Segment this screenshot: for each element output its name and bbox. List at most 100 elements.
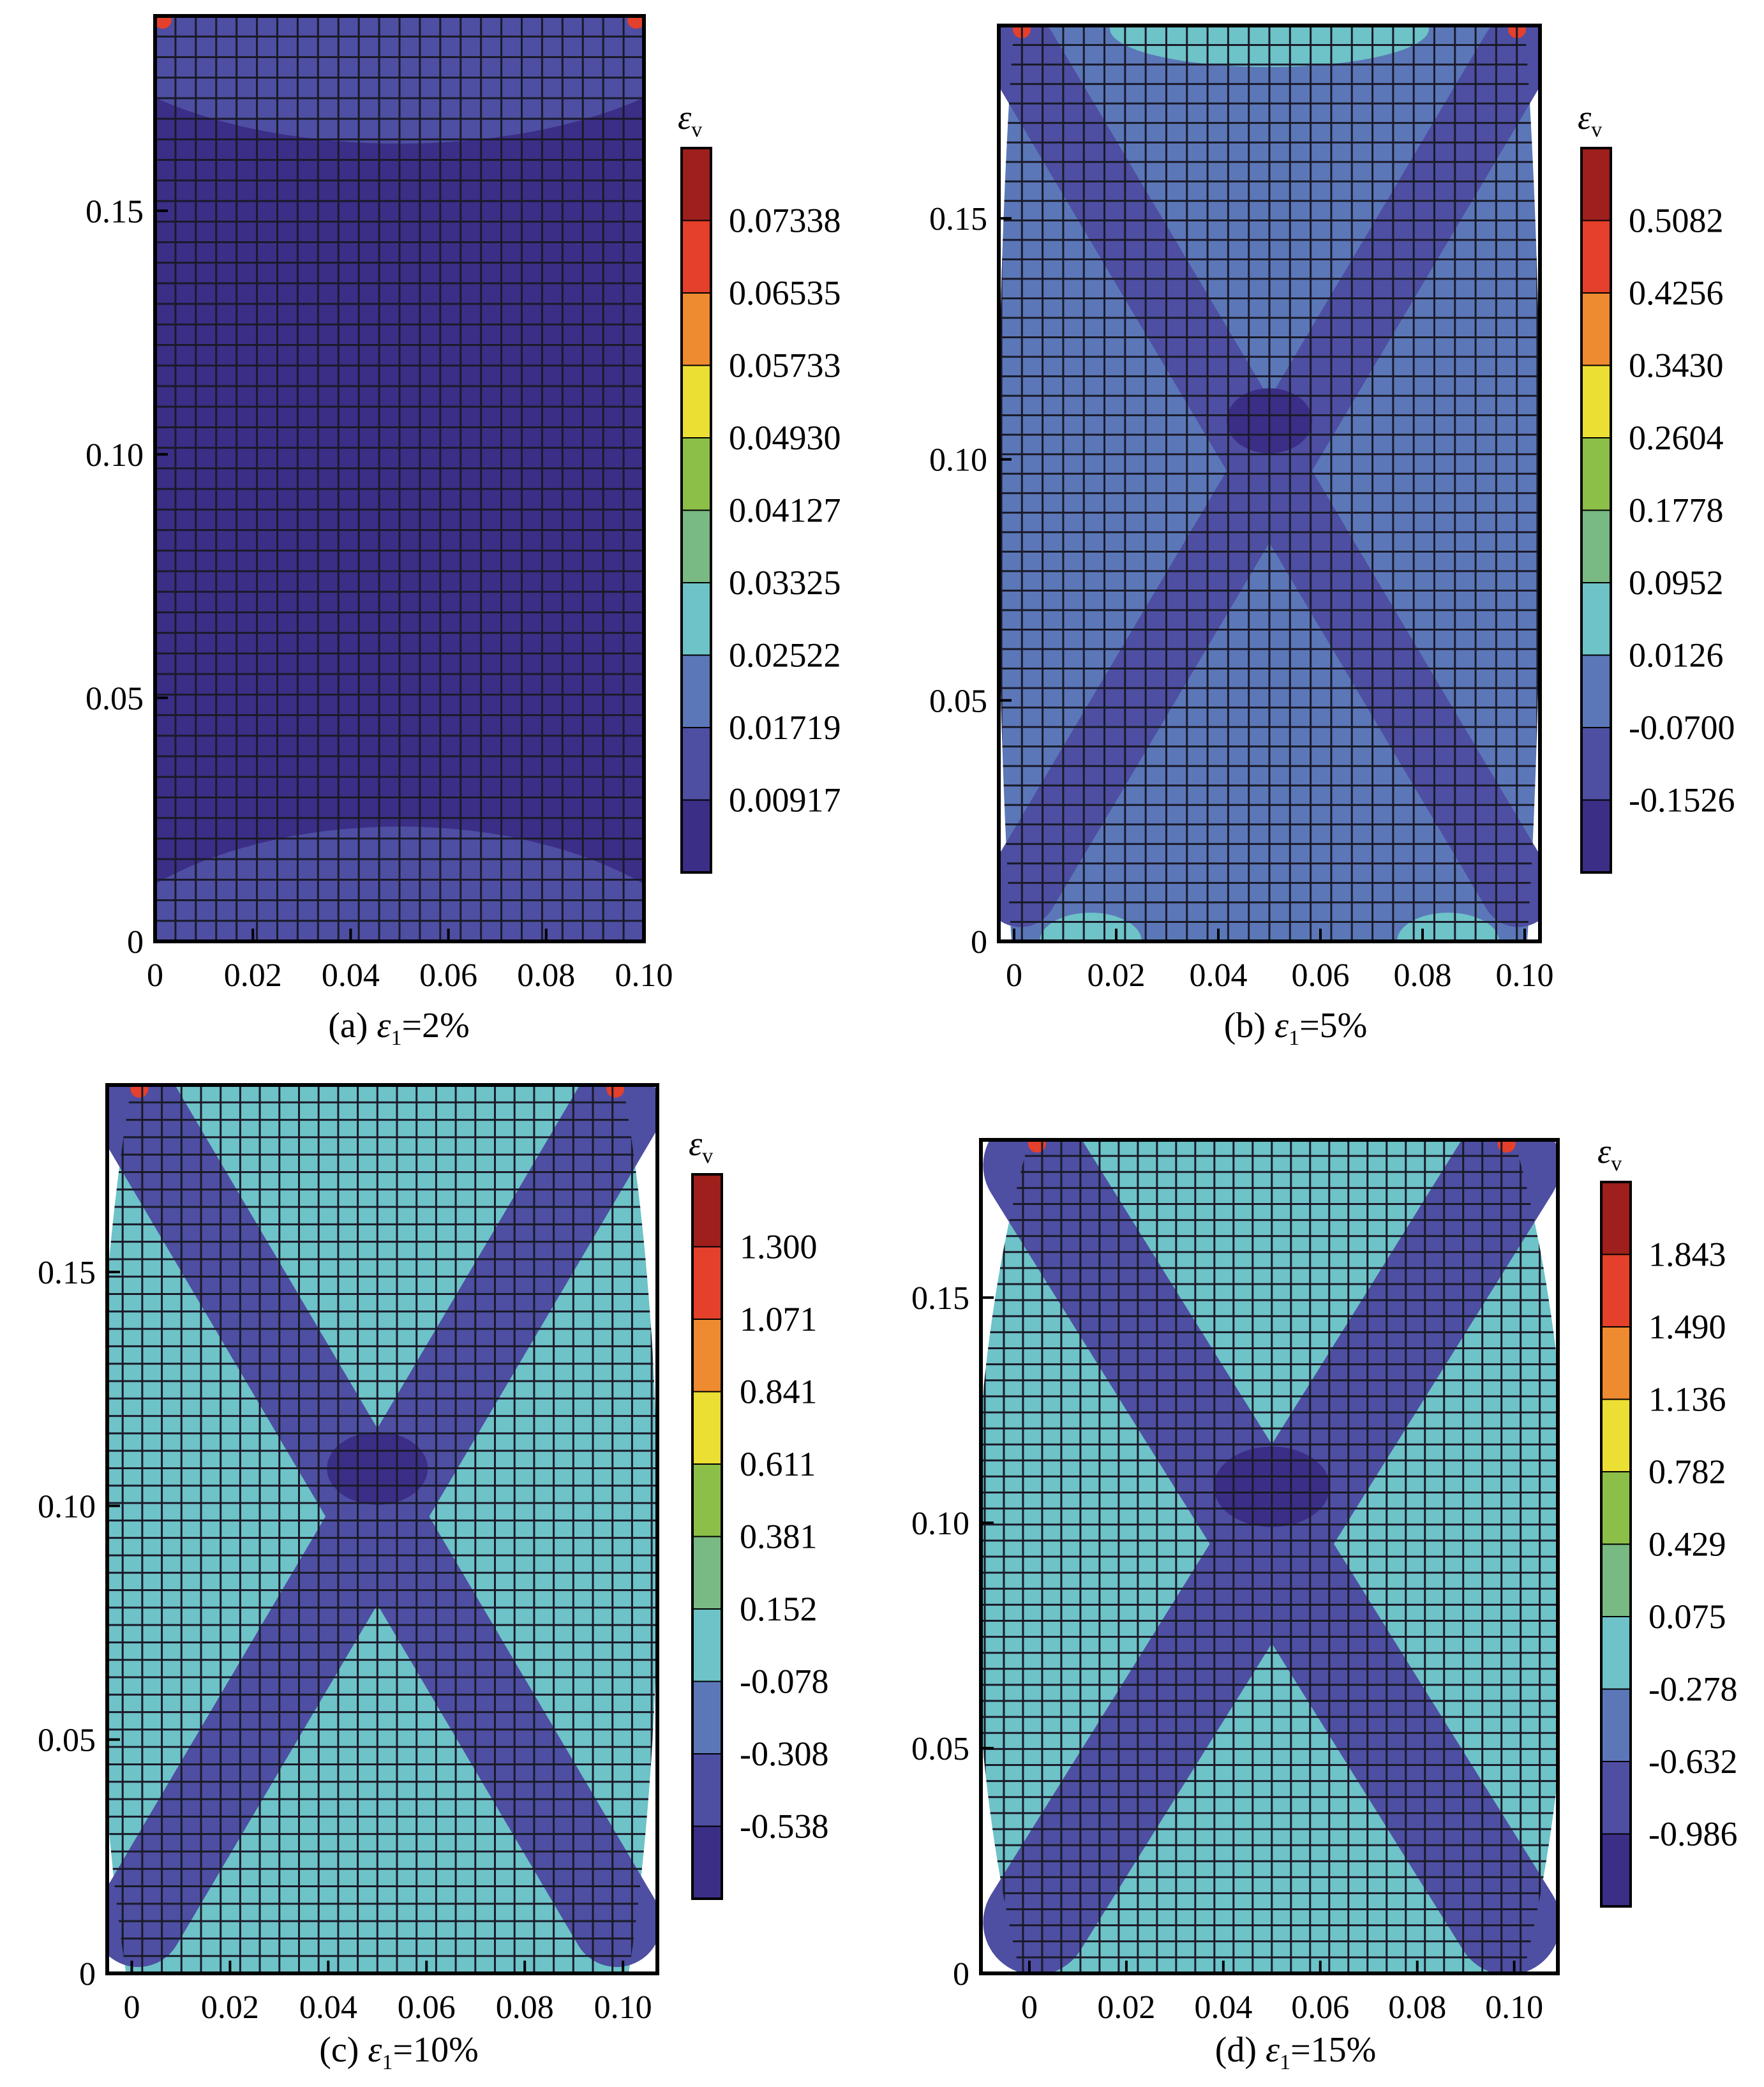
colorbar-label: 0.841 [740, 1373, 818, 1411]
colorbar-label: 1.071 [740, 1300, 818, 1338]
colorbar-label: -0.308 [740, 1735, 828, 1773]
colorbar-segment [1581, 438, 1611, 511]
colorbar-segment [682, 583, 711, 655]
colorbar-segment [682, 510, 711, 583]
x-tick-label: 0.08 [1388, 1989, 1446, 2026]
colorbar-segment [1581, 655, 1611, 728]
colorbar-label: 0.782 [1648, 1453, 1726, 1491]
colorbar: 0.07338 0.06535 0.05733 0.04930 0.04127 0.033… [678, 98, 841, 874]
corner-hotspot [606, 1085, 625, 1098]
colorbar-label: 0.429 [1648, 1525, 1726, 1564]
caption-c: (c) ε1=10% [319, 2030, 479, 2075]
colorbar-label: 0.611 [740, 1445, 816, 1483]
x-tick-label: 0.06 [398, 1989, 456, 2026]
x-tick-label: 0 [1021, 1989, 1038, 2026]
colorbar-title-sub: v [1611, 1152, 1622, 1176]
colorbar-title-sub: v [1591, 118, 1602, 142]
colorbar-segment [682, 438, 711, 511]
mesh-grid [999, 26, 1540, 941]
colorbar-segment [1601, 1327, 1631, 1400]
colorbar-segment [692, 1754, 722, 1827]
y-tick-label: 0.15 [911, 1280, 969, 1317]
colorbar-segment [1601, 1399, 1631, 1472]
y-tick-label: 0.10 [86, 437, 144, 474]
colorbar-segment [682, 728, 711, 800]
colorbar-segment [1601, 1544, 1631, 1617]
plot-frame [997, 24, 1542, 943]
x-tick-label: 0.10 [615, 957, 673, 994]
y-tick-label: 0.05 [929, 683, 987, 719]
colorbar-segment [1581, 800, 1611, 873]
colorbar-segment [692, 1391, 722, 1465]
colorbar-label: -0.0700 [1629, 708, 1735, 747]
colorbar: 1.843 1.490 1.136 0.782 0.429 0.075 -0.278 -0.6… [1597, 1132, 1737, 1908]
colorbar-label: 0.5082 [1629, 202, 1724, 240]
colorbar-segment [682, 655, 711, 728]
colorbar-label: 1.300 [740, 1228, 818, 1266]
x-tick-label: 0.02 [224, 957, 282, 994]
x-tick-label: 0.06 [419, 957, 477, 994]
colorbar-title-sub: v [702, 1144, 713, 1168]
panel-d: 0 0.02 0.04 0.06 0.08 0.1000.050.100.151.8431… [911, 1132, 1737, 2026]
x-tick-label: 0.08 [1394, 957, 1452, 994]
colorbar-segment [682, 365, 711, 438]
y-tick-label: 0.15 [929, 201, 987, 237]
x-tick-label: 0 [1006, 957, 1022, 994]
x-tick-label: 0.06 [1291, 1989, 1349, 2026]
y-tick-label: 0.05 [911, 1731, 969, 1767]
x-tick-label: 0.04 [299, 1989, 357, 2026]
colorbar-label: -0.1526 [1629, 781, 1735, 819]
colorbar-label: 0.0952 [1629, 564, 1724, 602]
colorbar-segment [1601, 1762, 1631, 1834]
y-tick-label: 0.10 [38, 1488, 96, 1525]
colorbar-segment [692, 1681, 722, 1754]
x-tick-label: 0.10 [1496, 957, 1554, 994]
colorbar-label: 1.843 [1648, 1236, 1726, 1274]
corner-hotspot [1028, 1140, 1046, 1153]
colorbar-segment [692, 1174, 722, 1247]
plot-frame [105, 1083, 659, 1975]
y-tick-label: 0 [79, 1956, 96, 1993]
x-tick-label: 0.10 [594, 1989, 652, 2026]
corner-hotspot [1497, 1140, 1516, 1153]
colorbar-segment [1601, 1689, 1631, 1762]
x-tick-label: 0.02 [1097, 1989, 1155, 2026]
y-tick-label: 0 [953, 1956, 969, 1993]
colorbar-segment [692, 1609, 722, 1682]
caption-a: (a) ε1=2% [328, 1006, 470, 1051]
colorbar-label: 0.3430 [1629, 347, 1724, 385]
caption-b: (b) ε1=5% [1223, 1006, 1368, 1051]
plot-frame [153, 14, 646, 943]
colorbar-label: 0.04930 [729, 419, 841, 457]
colorbar-label: 0.02522 [729, 636, 841, 675]
x-tick-label: 0.08 [496, 1989, 554, 2026]
colorbar-label: 0.075 [1648, 1597, 1726, 1636]
colorbar-label: 0.1778 [1629, 491, 1724, 530]
colorbar-label: 0.381 [740, 1518, 818, 1556]
y-tick-label: 0 [127, 924, 144, 961]
y-tick-label: 0.15 [86, 193, 144, 230]
colorbar-label: 1.136 [1648, 1380, 1726, 1419]
colorbar-title: εv [1597, 1132, 1622, 1176]
colorbar-segment [682, 293, 711, 366]
panel-a: 0 0.02 0.04 0.06 0.08 0.10 0 0.05 0.10 0.15 0.0733… [86, 14, 841, 994]
contour-field [981, 1140, 1558, 1973]
x-tick-label: 0.04 [1190, 957, 1248, 994]
corner-hotspot [627, 16, 644, 29]
colorbar: 0.5082 0.4256 0.3430 0.2604 0.1778 0.0952 0.01… [1578, 98, 1735, 874]
colorbar-label: -0.078 [740, 1663, 828, 1701]
colorbar-label: 0.03325 [729, 564, 841, 602]
corner-hotspot [155, 16, 172, 29]
colorbar-segment [1601, 1182, 1631, 1255]
colorbar-segment [1581, 293, 1611, 366]
y-tick-label: 0.10 [929, 442, 987, 479]
colorbar-label: 0.2604 [1629, 419, 1724, 457]
y-tick-label: 0.15 [38, 1255, 96, 1291]
colorbar-title: εv [678, 98, 702, 142]
contour-field [155, 16, 644, 941]
caption-d: (d) ε1=15% [1215, 2030, 1377, 2075]
colorbar-segment [682, 148, 711, 221]
contour-field [107, 1085, 657, 1973]
colorbar-segment [1581, 583, 1611, 655]
colorbar-segment [692, 1464, 722, 1537]
